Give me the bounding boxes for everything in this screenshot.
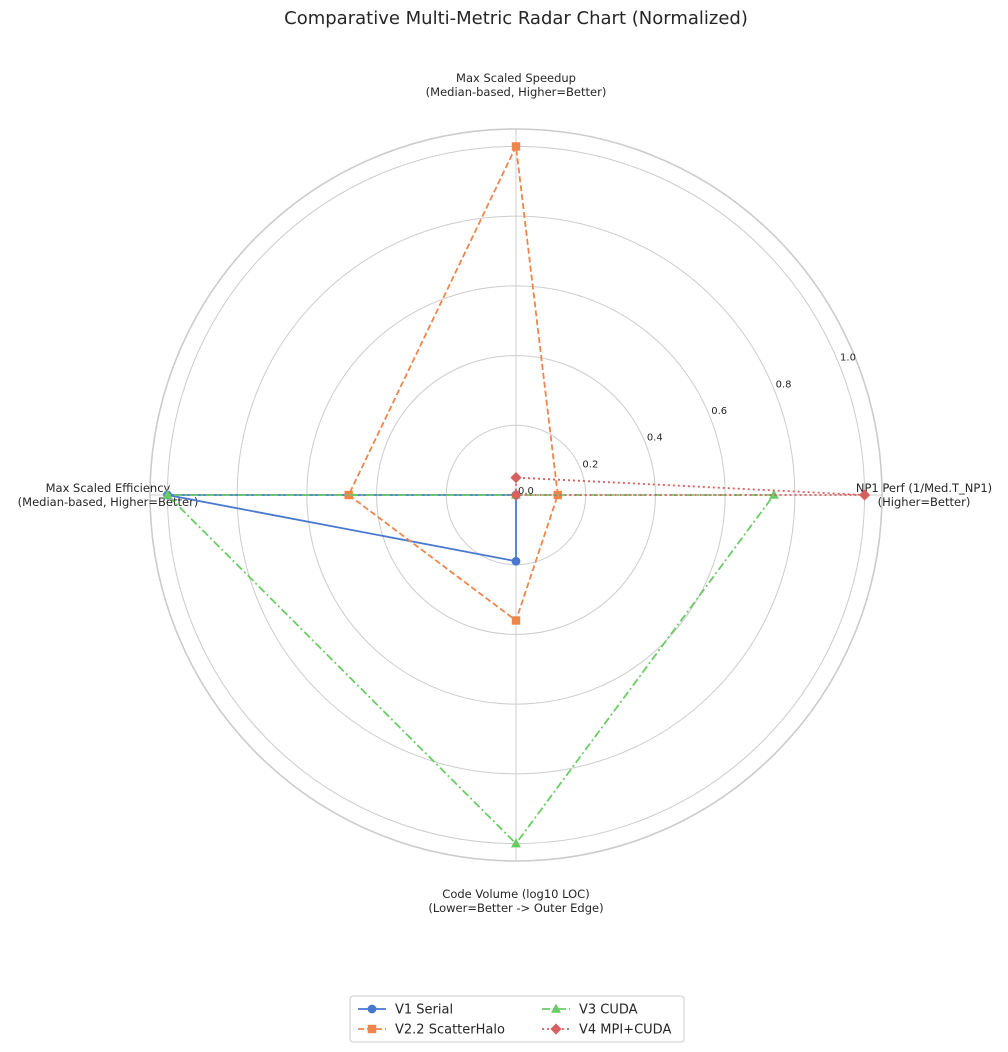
r-tick-label-0: 0.0	[518, 486, 534, 497]
data-point-v4-mpi-cuda-3	[510, 489, 522, 501]
legend-item-v1-serial: V1 Serial	[358, 1003, 453, 1018]
r-tick-label-3: 0.6	[711, 406, 727, 417]
legend-item-v3-cuda: V3 CUDA	[542, 1003, 638, 1018]
data-point-v4-mpi-cuda-0	[859, 489, 871, 501]
legend-label-v1-serial: V1 Serial	[395, 1003, 453, 1018]
series-v4-mpi-cuda	[510, 472, 871, 501]
legend-marker-v2-2-scatterhalo	[367, 1024, 377, 1034]
series-v2-2-scatterhalo	[344, 142, 563, 625]
legend-label-v4-mpi-cuda: V4 MPI+CUDA	[579, 1023, 671, 1038]
legend-marker-v3-cuda	[551, 1003, 561, 1013]
radial-tick-labels: 0.0 0.2 0.4 0.6 0.8 1.0	[518, 353, 856, 497]
series-v1-serial	[163, 490, 521, 566]
series-line-v3-cuda	[165, 494, 775, 845]
axis-label-0: NP1 Perf (1/Med.T_NP1) (Higher=Better)	[856, 481, 992, 509]
axis-labels: NP1 Perf (1/Med.T_NP1) (Higher=Better) Max…	[18, 71, 992, 915]
legend-item-v2-2-scatterhalo: V2.2 ScatterHalo	[358, 1023, 505, 1038]
legend-item-v4-mpi-cuda: V4 MPI+CUDA	[542, 1023, 671, 1038]
r-tick-label-1: 0.2	[582, 459, 598, 470]
legend-marker-v1-serial	[367, 1004, 377, 1014]
series-line-v2-2-scatterhalo	[347, 143, 559, 622]
series-plot-area	[162, 142, 871, 848]
chart-title: Comparative Multi-Metric Radar Chart (No…	[284, 8, 748, 29]
legend-marker-v4-mpi-cuda	[550, 1023, 562, 1035]
legend-label-v2-2-scatterhalo: V2.2 ScatterHalo	[395, 1023, 505, 1038]
r-tick-label-5: 1.0	[840, 353, 856, 364]
data-point-v1-serial-3	[511, 556, 521, 566]
data-point-v2-2-scatterhalo-3	[511, 616, 521, 625]
data-point-v3-cuda-2	[162, 489, 173, 499]
legend-label-v3-cuda: V3 CUDA	[579, 1003, 638, 1018]
series-line-v4-mpi-cuda	[515, 476, 865, 496]
series-line-v1-serial	[167, 494, 517, 563]
data-point-v3-cuda-3	[511, 838, 521, 848]
axis-label-2: Max Scaled Efficiency (Median-based, High…	[18, 481, 199, 509]
axis-label-3: Code Volume (log10 LOC) (Lower=Better -> …	[428, 887, 603, 915]
series-v3-cuda	[162, 489, 779, 848]
legend-box	[349, 995, 685, 1043]
axis-label-1: Max Scaled Speedup (Median-based, Higher=…	[426, 71, 607, 99]
data-point-v4-mpi-cuda-1	[510, 472, 522, 484]
legend: V1 Serial V2.2 ScatterHalo V3 CUDA V4 MPI+C…	[349, 995, 685, 1043]
r-tick-label-2: 0.4	[647, 433, 663, 444]
r-tick-label-4: 0.8	[776, 379, 792, 390]
data-point-v2-2-scatterhalo-1	[511, 142, 521, 151]
